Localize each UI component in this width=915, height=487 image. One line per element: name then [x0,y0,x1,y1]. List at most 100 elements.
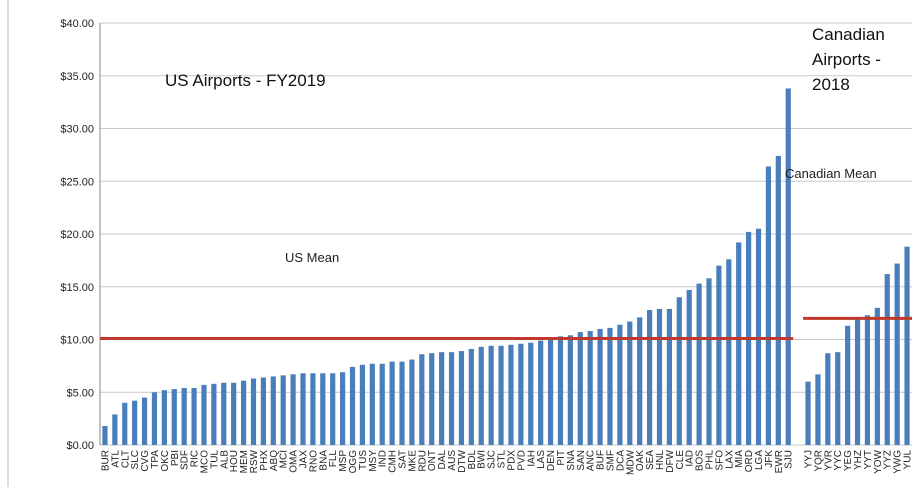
bar [231,382,237,445]
y-tick-label: $0.00 [66,440,94,452]
x-tick-label: MCO [199,450,210,474]
bar [815,374,821,445]
bar [349,366,356,445]
x-tick-label: ORD [744,450,755,472]
bar [716,265,722,445]
bar [191,388,197,445]
x-tick-label: RNO [308,450,319,472]
bar [587,331,593,445]
bar [567,335,573,445]
x-tick-label: DTW [457,449,468,472]
x-tick-label: STL [497,450,508,469]
bar [755,228,762,445]
x-tick-label: MCI [279,450,290,468]
x-tick-label: BNA [318,450,329,471]
x-tick-label: DEN [546,450,557,471]
bar [409,359,415,445]
x-tick-label: MEM [239,450,250,473]
bar [736,242,742,445]
x-tick-label: RIC [190,450,201,467]
x-tick-label: CLT [120,450,131,468]
y-tick-label: $25.00 [60,176,94,188]
x-tick-label: YEG [843,450,854,471]
bar [221,382,227,445]
x-tick-label: ATL [110,450,121,468]
y-tick-label: $35.00 [60,71,94,83]
bar [488,345,494,445]
bar [845,325,851,445]
x-tick-label: PDX [506,450,517,471]
bar [617,324,623,445]
y-tick-label: $5.00 [66,387,94,399]
x-tick-label: DCA [615,450,626,471]
annotation: US Airports - FY2019 [165,71,326,90]
bar [825,353,831,445]
x-tick-label: ABQ [269,450,280,471]
bar [260,377,266,445]
x-tick-label: SMF [605,450,616,471]
bar [429,353,435,445]
x-tick-label: RSW [249,449,260,473]
x-tick-label: BUR [100,450,111,471]
bar [122,402,128,445]
x-tick-label: HNL [655,450,666,470]
y-tick-label: $20.00 [60,229,94,241]
x-tick-label: BWI [477,450,488,469]
x-tick-label: YOW [873,449,884,473]
bar [498,345,504,445]
x-tick-label: OGG [348,450,359,474]
bar [508,344,514,445]
x-tick-label: PBI [170,450,181,466]
x-tick-label: HOU [229,450,240,472]
x-tick-label: TUL [209,450,220,469]
x-tick-label: IAH [526,450,537,467]
x-tick-label: CLE [675,450,686,470]
bar [389,361,395,445]
x-tick-label: JFK [764,450,775,468]
x-tick-label: OAK [635,450,646,471]
x-tick-label: CMH [388,450,399,473]
mean-label: US Mean [285,250,339,265]
x-tick-label: BDL [467,450,478,470]
x-tick-label: SAT [398,450,409,469]
x-tick-label: LGA [754,450,765,470]
bar [379,363,385,445]
x-tick-label: MDW [625,449,636,475]
bar [280,375,286,445]
bar [181,388,187,445]
bar [904,246,910,445]
bar [726,259,732,445]
bar [706,278,712,445]
bar [201,384,207,445]
bar [528,342,534,445]
y-tick-label: $15.00 [60,282,94,294]
bar [607,327,613,445]
x-tick-label: YYT [863,450,874,469]
bar [102,426,108,445]
bar [785,88,791,445]
bar [171,389,177,445]
bar [399,361,405,445]
y-tick-label: $10.00 [60,335,94,347]
x-tick-label: MSP [338,450,349,472]
bar [805,381,811,445]
bar [854,319,861,445]
x-tick-label: LAS [536,450,547,469]
x-tick-label: ONT [427,450,438,471]
x-tick-label: ANC [586,450,597,471]
bar [340,372,346,445]
mean-label: Canadian Mean [785,166,877,181]
x-tick-label: YYC [833,450,844,471]
x-tick-label: SJC [487,450,498,469]
bar [419,354,425,445]
bar [686,289,692,445]
x-tick-label: IND [378,450,389,467]
x-tick-label: BOS [695,450,706,471]
bar [637,317,643,445]
x-tick-label: IAD [685,450,696,467]
x-tick-label: EWR [774,450,785,473]
x-tick-label: YQR [813,450,824,472]
bar [666,308,672,445]
